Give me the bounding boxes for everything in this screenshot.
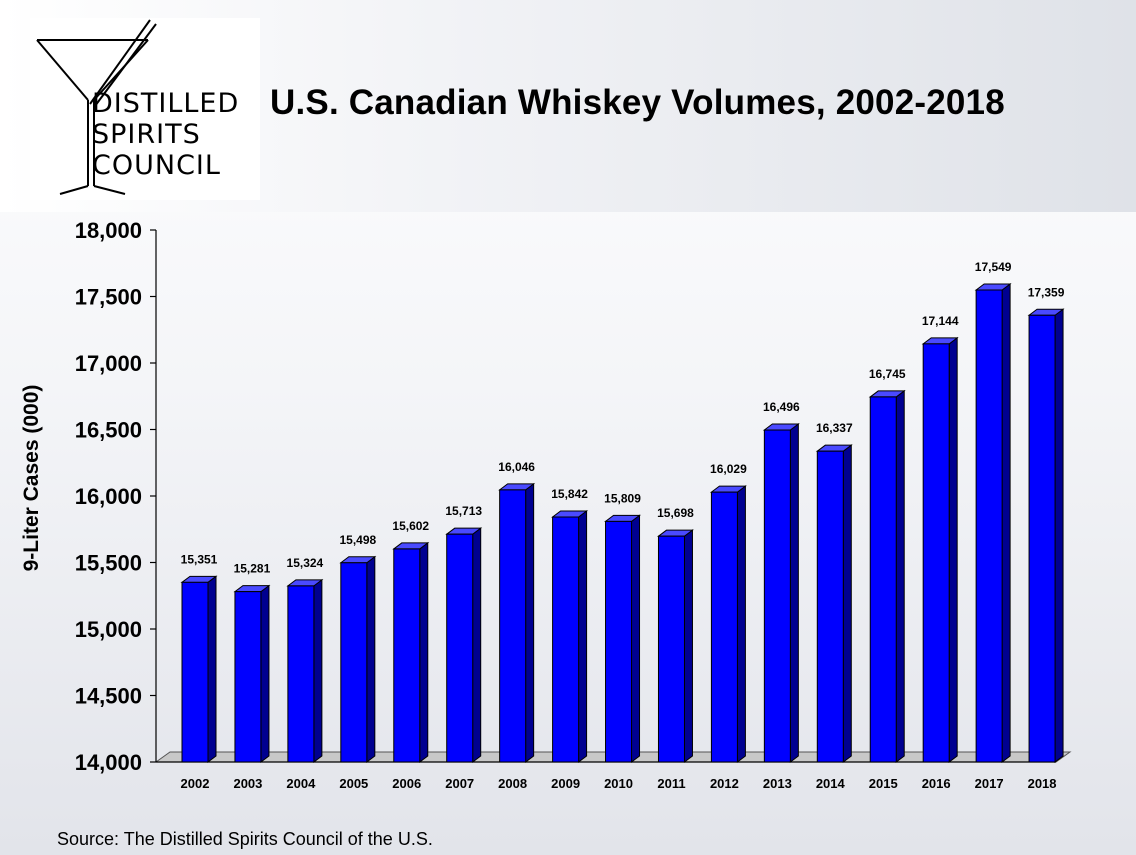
bar (763, 429, 791, 763)
data-label: 16,496 (763, 400, 800, 414)
x-tick-label: 2004 (286, 776, 316, 791)
bar-side (683, 529, 693, 763)
data-label: 16,745 (869, 367, 906, 381)
x-tick-label: 2016 (922, 776, 951, 791)
data-label: 16,046 (498, 460, 535, 474)
chart-title: U.S. Canadian Whiskey Volumes, 2002-2018 (270, 83, 1005, 122)
bar (710, 491, 738, 763)
bar (181, 581, 209, 763)
bar (446, 533, 474, 763)
bar-side (1054, 308, 1064, 763)
x-tick-label: 2013 (763, 776, 792, 791)
bar (975, 289, 1003, 763)
bar-side (207, 575, 217, 763)
bar-side (948, 336, 958, 763)
bar-side (631, 514, 641, 763)
data-label: 16,337 (816, 421, 853, 435)
x-tick-label: 2002 (181, 776, 210, 791)
y-tick-label: 15,000 (75, 617, 142, 642)
distilled-spirits-council-logo: DISTILLED SPIRITS COUNCIL (30, 18, 260, 200)
x-tick-label: 2012 (710, 776, 739, 791)
x-tick-label: 2009 (551, 776, 580, 791)
data-label: 17,549 (975, 260, 1012, 274)
data-label: 15,809 (604, 491, 641, 505)
x-tick-label: 2008 (498, 776, 527, 791)
x-tick-label: 2005 (339, 776, 368, 791)
bar (869, 396, 897, 763)
bar-chart: 18,000 17,500 17,000 16,500 16,000 15,500 15,0… (20, 218, 1072, 791)
martini-glass-icon (36, 19, 157, 195)
data-label: 15,351 (181, 552, 218, 566)
bar (1028, 314, 1056, 763)
bar (922, 343, 950, 763)
data-label: 15,698 (657, 506, 694, 520)
bar (393, 548, 421, 763)
x-tick-label: 2007 (445, 776, 474, 791)
bar-side (313, 578, 323, 763)
bar (340, 562, 368, 763)
bar-side (895, 389, 905, 763)
bar-side (842, 444, 852, 763)
y-tick-label: 16,500 (75, 418, 142, 443)
data-label: 17,359 (1028, 285, 1065, 299)
bar (499, 489, 527, 763)
data-label: 17,144 (922, 314, 959, 328)
data-label: 15,498 (339, 533, 376, 547)
x-tick-label: 2015 (869, 776, 898, 791)
bar-side (260, 584, 270, 763)
bar (605, 520, 633, 763)
bar-side (789, 423, 799, 763)
source-note: Source: The Distilled Spirits Council of… (57, 829, 433, 849)
y-tick-label: 14,000 (75, 750, 142, 775)
y-axis-label: 9-Liter Cases (000) (20, 385, 43, 572)
data-label: 15,602 (392, 519, 429, 533)
bar-side (525, 482, 535, 763)
x-tick-label: 2006 (392, 776, 421, 791)
x-tick-label: 2018 (1028, 776, 1057, 791)
y-tick-label: 17,500 (75, 285, 142, 310)
bar-side (1001, 282, 1011, 763)
logo-text-line-1: DISTILLED (92, 88, 240, 119)
x-tick-label: 2010 (604, 776, 633, 791)
y-tick-label: 15,500 (75, 551, 142, 576)
bar-side (472, 527, 482, 763)
y-tick-label: 17,000 (75, 351, 142, 376)
y-tick-label: 16,000 (75, 484, 142, 509)
x-tick-label: 2014 (816, 776, 846, 791)
y-tick-label: 14,500 (75, 684, 142, 709)
bar (816, 450, 844, 763)
data-label: 15,281 (234, 562, 271, 576)
data-label: 15,324 (287, 556, 324, 570)
bar (552, 516, 580, 763)
y-tick-label: 18,000 (75, 218, 142, 243)
logo-text-line-2: SPIRITS (92, 119, 201, 150)
data-label: 15,713 (445, 504, 482, 518)
data-label: 15,842 (551, 487, 588, 501)
logo-text-line-3: COUNCIL (92, 150, 221, 181)
bar-side (736, 485, 746, 763)
bar-side (578, 510, 588, 763)
bar-side (419, 541, 429, 763)
x-tick-label: 2003 (233, 776, 262, 791)
data-label: 16,029 (710, 462, 747, 476)
bar (657, 535, 685, 763)
bar (234, 591, 262, 763)
bar-side (366, 555, 376, 763)
bar (287, 585, 315, 763)
x-tick-label: 2017 (975, 776, 1004, 791)
x-tick-label: 2011 (657, 776, 685, 791)
